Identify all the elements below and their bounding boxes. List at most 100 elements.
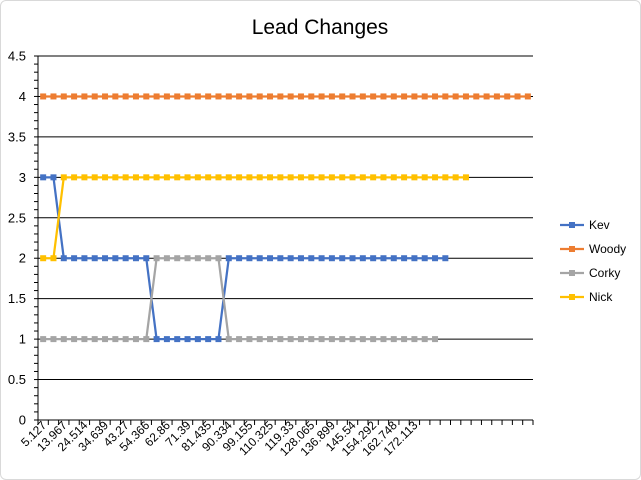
data-point-corky xyxy=(132,336,139,343)
data-point-kev xyxy=(122,255,129,262)
data-point-woody xyxy=(194,93,201,100)
data-point-woody xyxy=(102,93,109,100)
data-point-nick xyxy=(132,174,139,181)
data-point-kev xyxy=(163,336,170,343)
data-point-woody xyxy=(215,93,222,100)
data-point-woody xyxy=(174,93,181,100)
data-point-corky xyxy=(153,255,160,262)
data-point-nick xyxy=(50,255,57,262)
data-point-woody xyxy=(483,93,490,100)
data-point-corky xyxy=(205,255,212,262)
data-point-kev xyxy=(380,255,387,262)
data-point-corky xyxy=(174,255,181,262)
data-point-woody xyxy=(256,93,263,100)
data-point-corky xyxy=(421,336,428,343)
data-point-nick xyxy=(225,174,232,181)
data-point-nick xyxy=(112,174,119,181)
series-lines xyxy=(40,93,531,343)
data-point-woody xyxy=(60,93,67,100)
data-point-nick xyxy=(339,174,346,181)
data-point-kev xyxy=(102,255,109,262)
data-point-corky xyxy=(225,336,232,343)
data-point-corky xyxy=(318,336,325,343)
data-point-kev xyxy=(256,255,263,262)
data-point-corky xyxy=(50,336,57,343)
data-point-corky xyxy=(390,336,397,343)
data-point-corky xyxy=(81,336,88,343)
data-point-woody xyxy=(205,93,212,100)
data-point-nick xyxy=(122,174,129,181)
data-point-kev xyxy=(60,255,67,262)
data-point-kev xyxy=(411,255,418,262)
data-point-kev xyxy=(349,255,356,262)
data-point-nick xyxy=(174,174,181,181)
data-point-corky xyxy=(71,336,78,343)
data-point-woody xyxy=(493,93,500,100)
data-point-nick xyxy=(60,174,67,181)
data-point-nick xyxy=(246,174,253,181)
data-point-woody xyxy=(349,93,356,100)
data-point-nick xyxy=(462,174,469,181)
data-point-corky xyxy=(267,336,274,343)
data-point-corky xyxy=(112,336,119,343)
legend-label-nick: Nick xyxy=(589,290,613,304)
data-point-corky xyxy=(122,336,129,343)
data-point-corky xyxy=(411,336,418,343)
y-axis-tick-labels: 0 0.5 1 1.5 2 2.5 3 3.5 4 4.5 xyxy=(8,49,26,428)
data-point-woody xyxy=(153,93,160,100)
data-point-nick xyxy=(81,174,88,181)
data-point-woody xyxy=(452,93,459,100)
data-point-kev xyxy=(184,336,191,343)
data-point-corky xyxy=(91,336,98,343)
data-point-nick xyxy=(236,174,243,181)
legend-label-woody: Woody xyxy=(589,242,626,256)
data-point-woody xyxy=(81,93,88,100)
data-point-corky xyxy=(184,255,191,262)
data-point-corky xyxy=(256,336,263,343)
data-point-nick xyxy=(102,174,109,181)
data-point-nick xyxy=(194,174,201,181)
data-point-nick xyxy=(318,174,325,181)
data-point-nick xyxy=(91,174,98,181)
y-tick-label: 0 xyxy=(19,413,26,428)
data-point-woody xyxy=(71,93,78,100)
data-point-corky xyxy=(349,336,356,343)
series-line-kev xyxy=(43,176,446,341)
data-point-kev xyxy=(328,255,335,262)
data-point-kev xyxy=(143,255,150,262)
data-point-woody xyxy=(504,93,511,100)
data-point-corky xyxy=(297,336,304,343)
data-point-kev xyxy=(71,255,78,262)
data-point-nick xyxy=(390,174,397,181)
data-point-corky xyxy=(143,336,150,343)
data-point-kev xyxy=(153,336,160,343)
data-point-nick xyxy=(308,174,315,181)
data-point-kev xyxy=(442,255,449,262)
y-tick-label: 3.5 xyxy=(8,129,26,144)
data-point-kev xyxy=(174,336,181,343)
data-point-kev xyxy=(225,255,232,262)
data-point-corky xyxy=(40,336,47,343)
data-point-kev xyxy=(205,336,212,343)
data-point-corky xyxy=(339,336,346,343)
data-point-nick xyxy=(349,174,356,181)
data-point-nick xyxy=(411,174,418,181)
data-point-nick xyxy=(163,174,170,181)
data-point-nick xyxy=(370,174,377,181)
data-point-woody xyxy=(277,93,284,100)
data-point-kev xyxy=(432,255,439,262)
data-point-kev xyxy=(267,255,274,262)
legend-marker-corky xyxy=(569,270,575,276)
data-point-woody xyxy=(421,93,428,100)
data-point-corky xyxy=(380,336,387,343)
gridlines xyxy=(38,55,533,381)
data-point-corky xyxy=(102,336,109,343)
data-point-corky xyxy=(215,255,222,262)
y-tick-label: 0.5 xyxy=(8,372,26,387)
data-point-nick xyxy=(359,174,366,181)
data-point-woody xyxy=(462,93,469,100)
data-point-kev xyxy=(370,255,377,262)
data-point-kev xyxy=(277,255,284,262)
